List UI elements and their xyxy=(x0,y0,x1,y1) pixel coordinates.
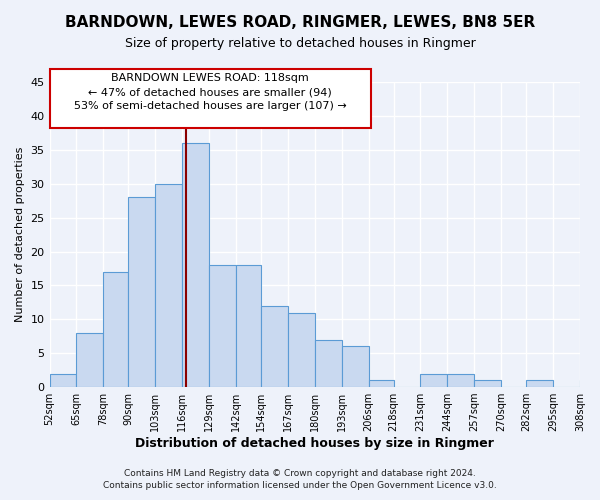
Bar xyxy=(182,143,209,387)
Bar xyxy=(475,380,501,387)
Bar xyxy=(209,265,236,387)
Bar xyxy=(50,68,371,128)
Bar xyxy=(236,265,261,387)
Bar xyxy=(261,306,288,387)
Bar xyxy=(421,374,448,387)
Y-axis label: Number of detached properties: Number of detached properties xyxy=(15,147,25,322)
Bar xyxy=(103,272,128,387)
Bar xyxy=(368,380,394,387)
Text: Contains HM Land Registry data © Crown copyright and database right 2024.
Contai: Contains HM Land Registry data © Crown c… xyxy=(103,468,497,490)
Bar xyxy=(526,380,553,387)
Bar xyxy=(288,312,315,387)
Bar xyxy=(580,380,600,387)
Bar xyxy=(342,346,368,387)
Text: BARNDOWN LEWES ROAD: 118sqm
← 47% of detached houses are smaller (94)
53% of sem: BARNDOWN LEWES ROAD: 118sqm ← 47% of det… xyxy=(74,74,347,112)
X-axis label: Distribution of detached houses by size in Ringmer: Distribution of detached houses by size … xyxy=(136,437,494,450)
Text: BARNDOWN, LEWES ROAD, RINGMER, LEWES, BN8 5ER: BARNDOWN, LEWES ROAD, RINGMER, LEWES, BN… xyxy=(65,15,535,30)
Bar xyxy=(50,374,76,387)
Text: Size of property relative to detached houses in Ringmer: Size of property relative to detached ho… xyxy=(125,38,475,51)
Bar xyxy=(315,340,342,387)
Bar xyxy=(448,374,475,387)
Bar xyxy=(155,184,182,387)
Bar xyxy=(128,198,155,387)
Bar xyxy=(76,333,103,387)
